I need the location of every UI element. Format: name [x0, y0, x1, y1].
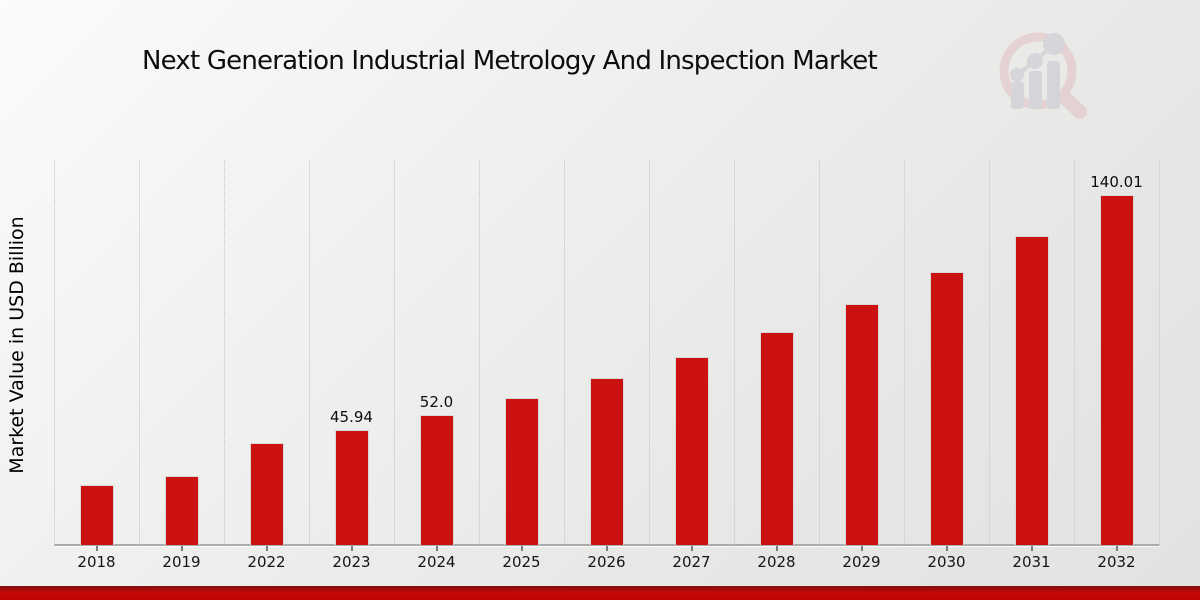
vertical-gridline	[904, 160, 905, 545]
vertical-gridline	[394, 160, 395, 545]
vertical-gridline	[989, 160, 990, 545]
x-axis-tick	[1030, 546, 1033, 551]
bar	[844, 304, 879, 545]
vertical-gridline	[734, 160, 735, 545]
x-axis-tick	[860, 546, 863, 551]
bar	[504, 398, 539, 545]
bar	[1014, 236, 1049, 545]
vertical-gridline	[1074, 160, 1075, 545]
x-axis-tick	[690, 546, 693, 551]
bar	[759, 332, 794, 545]
vertical-gridline	[819, 160, 820, 545]
x-axis-tick-label: 2028	[757, 553, 796, 571]
x-axis-tick-label: 2022	[247, 553, 286, 571]
vertical-gridline	[564, 160, 565, 545]
x-axis-tick-label: 2026	[587, 553, 626, 571]
x-axis-tick-label: 2029	[842, 553, 881, 571]
x-axis-tick	[95, 546, 98, 551]
x-axis-tick-label: 2019	[162, 553, 201, 571]
bar	[419, 415, 454, 545]
x-axis-tick	[350, 546, 353, 551]
vertical-gridline	[479, 160, 480, 545]
x-axis-tick-label: 2018	[77, 553, 116, 571]
bar-value-label: 52.0	[419, 393, 454, 411]
bar	[674, 357, 709, 545]
bar-value-label: 140.01	[1090, 173, 1143, 191]
x-axis-tick	[435, 546, 438, 551]
bar	[589, 378, 624, 545]
x-axis-tick	[1115, 546, 1118, 551]
x-axis-tick	[520, 546, 523, 551]
y-axis-title: Market Value in USD Billion	[6, 216, 28, 474]
x-axis-tick-label: 2025	[502, 553, 541, 571]
x-axis-tick-label: 2023	[332, 553, 371, 571]
x-axis-tick	[775, 546, 778, 551]
x-axis-tick	[265, 546, 268, 551]
x-axis-tick-label: 2030	[927, 553, 966, 571]
bar	[164, 476, 199, 545]
vertical-gridline	[224, 160, 225, 545]
bar	[1099, 195, 1134, 545]
x-axis-tick-label: 2032	[1097, 553, 1136, 571]
vertical-gridline	[139, 160, 140, 545]
x-axis-tick	[605, 546, 608, 551]
footer-red-band	[0, 586, 1200, 600]
plot-area: 2018 2019 2022 2023 45.94 2024 52.0 2025 2026 202…	[54, 160, 1160, 571]
x-axis-tick-label: 2027	[672, 553, 711, 571]
bar	[334, 430, 369, 545]
magnifier-growth-chart-icon	[988, 30, 1092, 122]
bar	[79, 485, 114, 545]
x-axis-tick-label: 2031	[1012, 553, 1051, 571]
vertical-gridline	[309, 160, 310, 545]
x-axis-tick	[180, 546, 183, 551]
x-axis-tick	[945, 546, 948, 551]
x-axis-line	[54, 544, 1159, 546]
bar	[249, 443, 284, 545]
vertical-gridline	[649, 160, 650, 545]
x-axis-tick-label: 2024	[417, 553, 456, 571]
chart-title: Next Generation Industrial Metrology And…	[142, 46, 878, 76]
vertical-gridline	[1159, 160, 1160, 545]
vertical-gridline	[54, 160, 55, 545]
bar	[929, 272, 964, 545]
bar-value-label: 45.94	[330, 408, 373, 426]
